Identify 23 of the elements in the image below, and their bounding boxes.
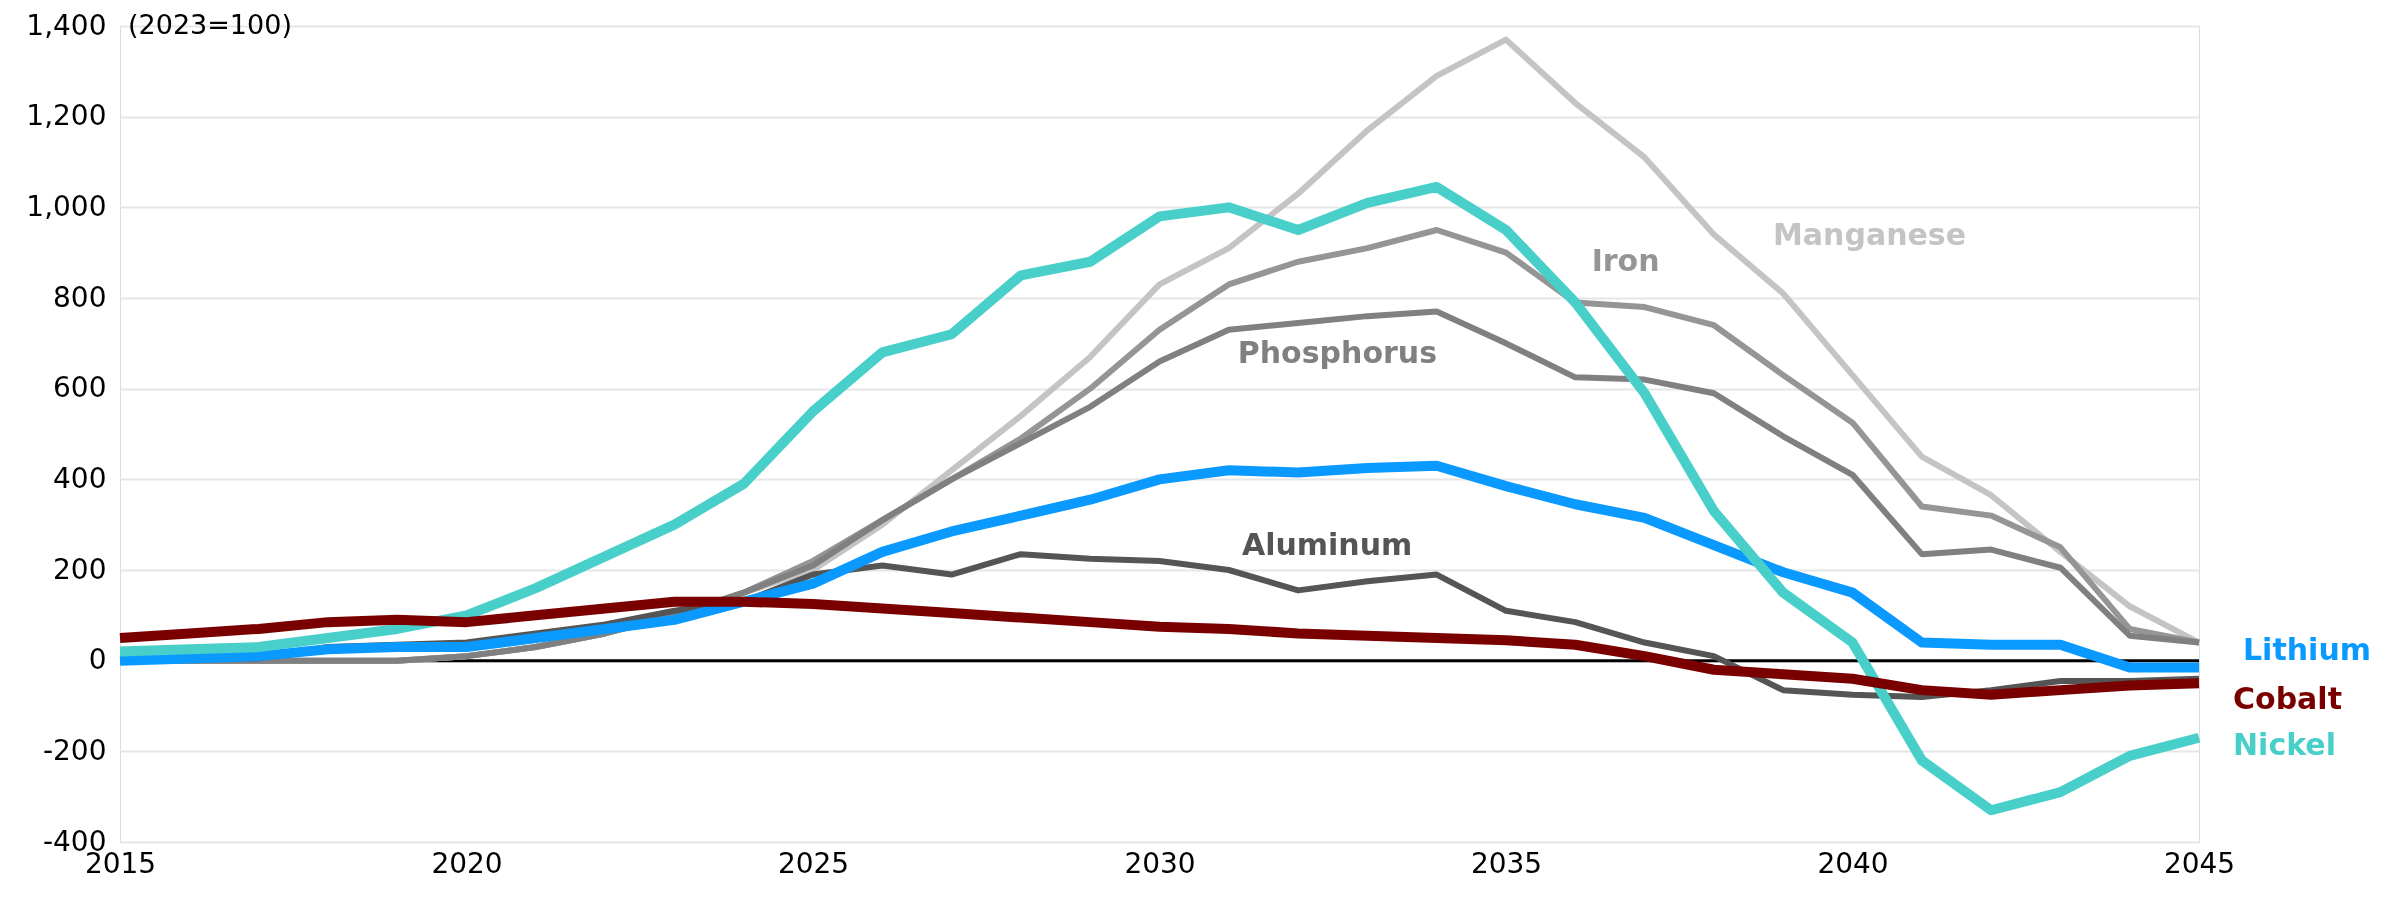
x-tick-label: 2035 <box>1470 846 1543 880</box>
x-tick-label: 2030 <box>1124 846 1196 880</box>
y-tick-label: 800 <box>53 280 107 314</box>
y-tick-label: 600 <box>53 371 107 405</box>
y-tick-label: 200 <box>53 552 107 586</box>
series-label: Iron <box>1591 243 1660 279</box>
y-axis-title: (2023=100) <box>128 9 292 40</box>
series-label: Nickel <box>2233 726 2336 762</box>
x-tick-label: 2045 <box>2163 846 2236 880</box>
x-tick-label: 2025 <box>777 846 850 880</box>
series-label: Phosphorus <box>1237 335 1438 371</box>
y-tick-label: 1,200 <box>26 99 107 133</box>
y-tick-label: 1,000 <box>26 189 107 223</box>
y-tick-label: 1,400 <box>26 8 107 42</box>
series-label: Cobalt <box>2233 681 2342 717</box>
series-label: Manganese <box>1772 217 1967 253</box>
y-tick-label: -200 <box>42 733 107 767</box>
x-tick-label: 2040 <box>1817 846 1889 880</box>
series-label: Lithium <box>2243 632 2371 668</box>
y-tick-label: 400 <box>53 461 107 495</box>
y-tick-label: 0 <box>88 643 107 677</box>
x-tick-label: 2020 <box>431 846 503 880</box>
series-label: Aluminum <box>1241 527 1413 563</box>
